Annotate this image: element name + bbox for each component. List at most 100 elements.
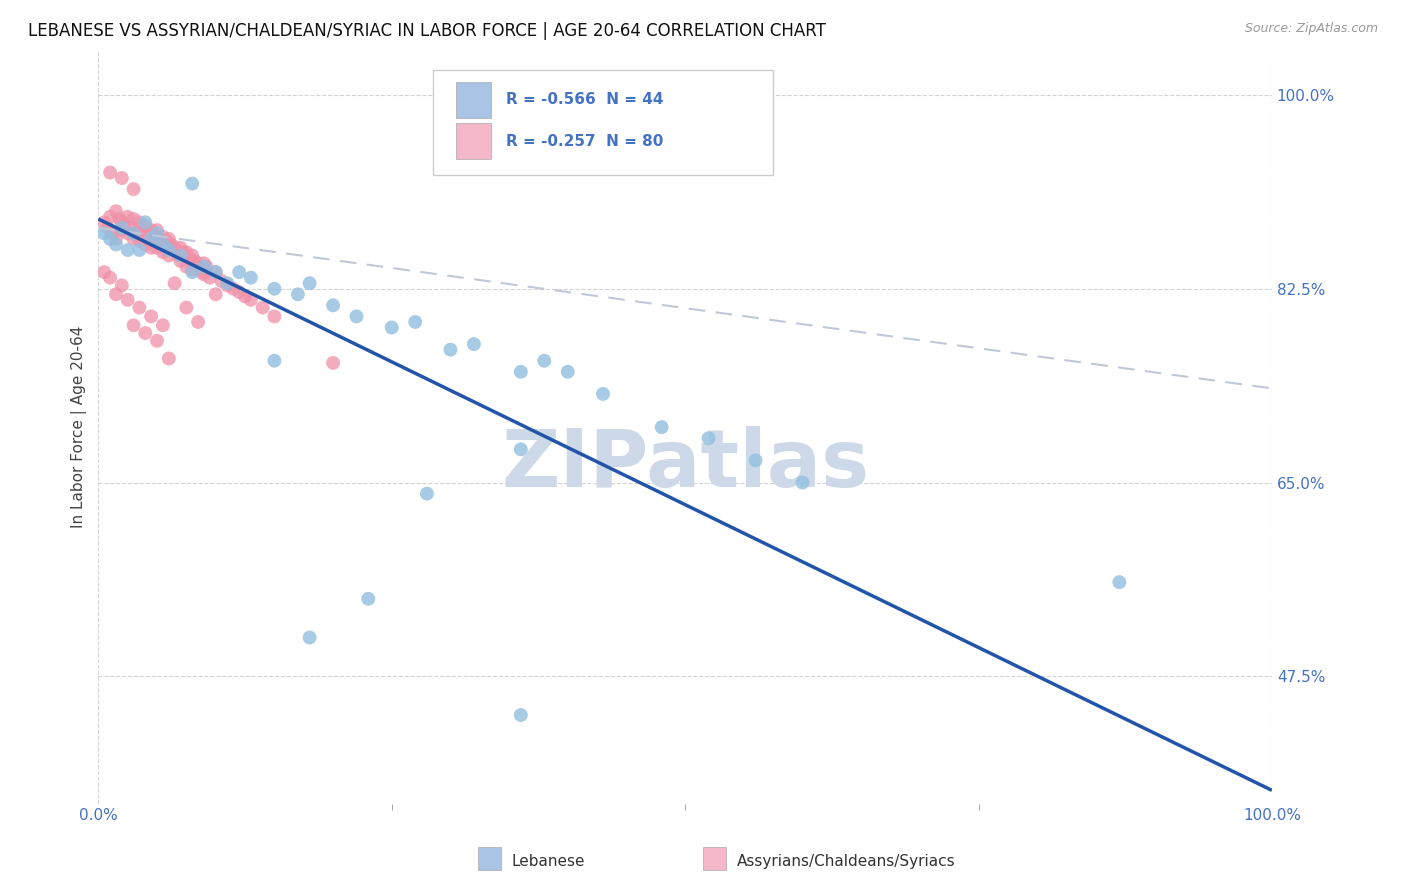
Point <box>211 274 233 288</box>
Point <box>93 215 115 229</box>
Point <box>134 237 156 252</box>
FancyBboxPatch shape <box>433 70 773 175</box>
Point <box>533 353 555 368</box>
Point <box>222 282 245 296</box>
Point <box>190 265 212 279</box>
Point <box>172 245 194 260</box>
Point <box>169 241 191 255</box>
Point <box>152 237 174 252</box>
Point <box>152 245 174 260</box>
Point <box>557 365 579 379</box>
Point <box>183 254 205 268</box>
Point <box>117 293 139 307</box>
Text: LEBANESE VS ASSYRIAN/CHALDEAN/SYRIAC IN LABOR FORCE | AGE 20-64 CORRELATION CHAR: LEBANESE VS ASSYRIAN/CHALDEAN/SYRIAC IN … <box>28 22 825 40</box>
Point <box>112 219 135 233</box>
Point <box>128 234 150 248</box>
Point <box>141 223 163 237</box>
Point <box>128 243 150 257</box>
Point <box>128 301 150 315</box>
Point <box>187 256 209 270</box>
Point <box>111 278 134 293</box>
Point <box>157 232 180 246</box>
Point <box>176 245 198 260</box>
Point <box>143 229 166 244</box>
Point <box>160 237 183 252</box>
Point <box>176 260 198 274</box>
Point <box>157 351 180 366</box>
Point <box>122 182 145 196</box>
Point <box>509 708 531 723</box>
Text: ZIPatlas: ZIPatlas <box>501 425 869 504</box>
Point <box>181 248 204 262</box>
Point <box>169 248 191 262</box>
Point <box>120 220 142 235</box>
Point <box>176 301 198 315</box>
Text: Lebanese: Lebanese <box>512 855 585 869</box>
Point <box>117 227 139 241</box>
Point <box>104 287 127 301</box>
Point <box>193 256 215 270</box>
Point <box>233 289 256 303</box>
Point <box>117 210 139 224</box>
Point <box>179 252 201 266</box>
Point <box>181 263 204 277</box>
Point <box>204 287 226 301</box>
Point <box>298 276 321 290</box>
Point <box>287 287 309 301</box>
Point <box>104 204 127 219</box>
Point <box>228 265 250 279</box>
Point <box>98 210 121 224</box>
Point <box>128 215 150 229</box>
Point <box>157 248 180 262</box>
Point <box>187 315 209 329</box>
Point <box>298 631 321 645</box>
Point <box>163 241 186 255</box>
Text: Assyrians/Chaldeans/Syriacs: Assyrians/Chaldeans/Syriacs <box>737 855 955 869</box>
Point <box>108 211 131 226</box>
Point <box>152 229 174 244</box>
Point <box>263 310 285 324</box>
Text: R = -0.566  N = 44: R = -0.566 N = 44 <box>506 92 664 107</box>
Point <box>193 260 215 274</box>
Point <box>146 227 169 241</box>
Point <box>195 260 218 274</box>
Point <box>204 265 226 279</box>
Point <box>125 227 148 241</box>
Point <box>152 318 174 333</box>
Point <box>122 211 145 226</box>
Point <box>416 486 439 500</box>
Point <box>322 298 344 312</box>
Point <box>592 387 614 401</box>
Point <box>381 320 404 334</box>
FancyBboxPatch shape <box>457 81 492 118</box>
Text: Source: ZipAtlas.com: Source: ZipAtlas.com <box>1244 22 1378 36</box>
Point <box>146 334 169 348</box>
Point <box>217 278 239 293</box>
Point <box>181 265 204 279</box>
Point <box>263 353 285 368</box>
Point <box>134 215 156 229</box>
Point <box>252 301 274 315</box>
Point <box>792 475 814 490</box>
Point <box>228 285 250 299</box>
Point <box>157 243 180 257</box>
Point <box>204 265 226 279</box>
Point <box>169 254 191 268</box>
Point <box>101 227 124 241</box>
Point <box>509 442 531 457</box>
Point <box>357 591 380 606</box>
Point <box>404 315 426 329</box>
Text: R = -0.257  N = 80: R = -0.257 N = 80 <box>506 134 664 149</box>
Point <box>439 343 461 357</box>
Point <box>651 420 673 434</box>
Point <box>141 310 163 324</box>
Point <box>193 268 215 282</box>
Point <box>98 232 121 246</box>
Point <box>167 248 190 262</box>
Point <box>181 177 204 191</box>
Point <box>463 337 485 351</box>
Point <box>217 276 239 290</box>
Point <box>104 237 127 252</box>
Point <box>155 234 177 248</box>
Point <box>146 241 169 255</box>
